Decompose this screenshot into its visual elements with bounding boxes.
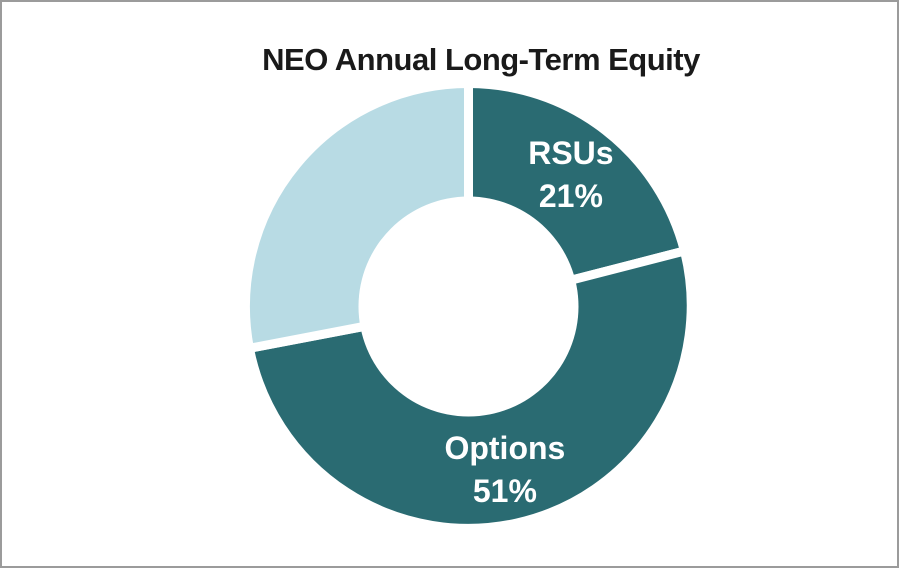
slice-labels: RSUs 21% Options 51% bbox=[444, 135, 613, 509]
chart-title: NEO Annual Long-Term Equity bbox=[262, 42, 701, 77]
slice-label-name-options: Options bbox=[444, 430, 565, 466]
slice-label-percent-options: 51% bbox=[473, 473, 537, 509]
slice-label-name-rsus: RSUs bbox=[528, 135, 613, 171]
slice-label-percent-rsus: 21% bbox=[539, 178, 603, 214]
donut-hole bbox=[358, 196, 579, 417]
